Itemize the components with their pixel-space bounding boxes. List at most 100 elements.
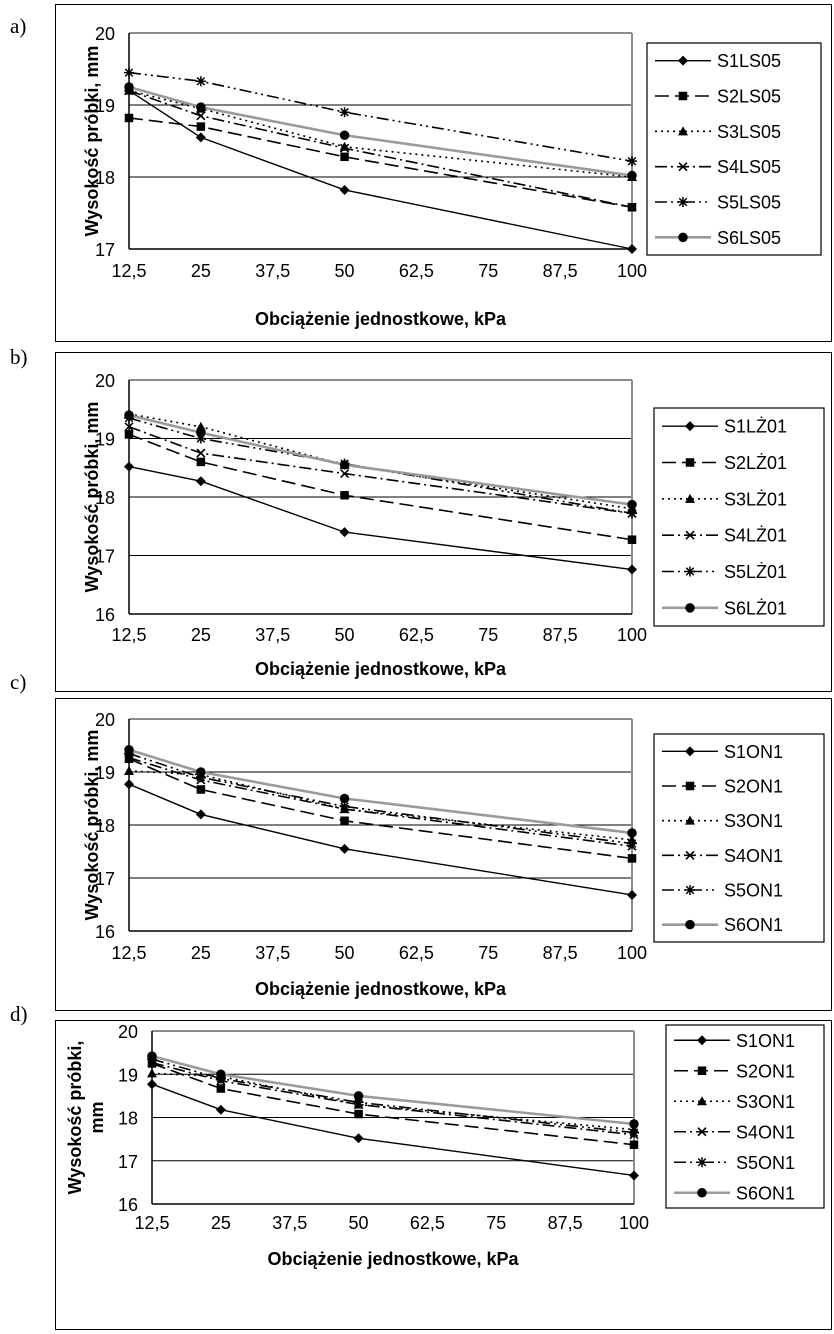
- data-point: [627, 202, 637, 212]
- x-tick-label: 50: [349, 1213, 369, 1233]
- series-line: [128, 783, 633, 896]
- x-tick-label: 75: [478, 625, 498, 645]
- x-axis-label: Obciążenie jednostkowe, kPa: [255, 309, 507, 329]
- chart-panel-d: 16 17 18 19 20 12,5 25 37,5 50 62,5 75 87,5 100 Obcią…: [55, 1020, 832, 1330]
- data-point: [195, 476, 206, 487]
- data-point: [124, 113, 134, 123]
- data-point: [629, 1140, 639, 1149]
- legend-marker: [697, 1188, 707, 1198]
- legend-marker: [678, 197, 688, 207]
- legend-label: S1LŻ01: [724, 417, 787, 437]
- y-tick-label: 18: [95, 168, 115, 188]
- series-4: [124, 86, 637, 212]
- x-tick-label: 50: [335, 261, 355, 281]
- series-line: [128, 117, 633, 209]
- series-line: [128, 90, 633, 250]
- series-6: [147, 1051, 639, 1129]
- data-point: [627, 535, 637, 544]
- y-tick-label: 20: [95, 710, 115, 730]
- data-point: [340, 152, 349, 162]
- series-line: [151, 1058, 635, 1134]
- data-point: [627, 170, 637, 181]
- legend-label: S6ON1: [736, 1183, 795, 1203]
- series-line: [128, 758, 633, 860]
- data-point: [124, 82, 134, 92]
- x-tick-label: 62,5: [399, 943, 434, 963]
- x-tick-label: 25: [191, 261, 211, 281]
- x-tick-label: 87,5: [543, 943, 578, 963]
- series-1: [147, 1079, 639, 1181]
- legend-label: S6LS05: [717, 228, 781, 248]
- series-line: [128, 89, 633, 178]
- data-point: [196, 457, 206, 467]
- data-point: [196, 122, 206, 131]
- data-point: [339, 184, 350, 195]
- y-tick-label: 16: [118, 1195, 138, 1215]
- data-point: [195, 421, 206, 431]
- legend-marker: [685, 919, 695, 930]
- x-tick-label: 100: [617, 943, 647, 963]
- legend-marker: [685, 885, 695, 895]
- y-axis-label: Wysokość próbki,: [65, 1041, 85, 1195]
- data-point: [340, 469, 350, 479]
- series-1: [124, 779, 637, 900]
- y-tick-label: 17: [95, 869, 115, 889]
- x-tick-label: 87,5: [543, 261, 578, 281]
- legend-marker: [678, 55, 688, 66]
- data-point: [124, 422, 134, 432]
- series-line: [128, 71, 633, 162]
- x-tick-label: 37,5: [255, 943, 290, 963]
- legend-marker: [685, 458, 695, 467]
- legend-marker: [678, 232, 688, 243]
- legend-label: S4LŻ01: [724, 526, 787, 546]
- line-chart-b: 16 17 18 19 20 12,5 25 37,5 50 62,5 75 87,5 100 Obcią…: [82, 371, 825, 679]
- series-line: [128, 413, 633, 506]
- y-axis-label: Wysokość próbki, mm: [82, 402, 102, 593]
- y-tick-label: 18: [118, 1109, 138, 1129]
- x-tick-label: 12,5: [134, 1213, 169, 1233]
- x-tick-label: 75: [478, 943, 498, 963]
- legend-label: S5ON1: [724, 881, 783, 901]
- legend-marker: [685, 815, 695, 825]
- y-tick-label: 19: [95, 96, 115, 116]
- legend-box: [653, 407, 825, 627]
- x-tick-label: 25: [191, 943, 211, 963]
- data-point: [339, 793, 350, 804]
- data-point: [147, 1051, 157, 1061]
- data-point: [339, 130, 350, 140]
- data-point: [627, 156, 637, 167]
- legend-label: S3ON1: [724, 811, 783, 831]
- data-point: [353, 1133, 364, 1144]
- legend-marker: [685, 746, 695, 757]
- x-tick-label: 75: [478, 261, 498, 281]
- legend-label: S2ON1: [724, 777, 783, 797]
- series-6: [124, 82, 637, 181]
- data-point: [196, 102, 206, 112]
- y-tick-label: 18: [95, 488, 115, 508]
- data-point: [627, 838, 637, 849]
- legend-label: S3ON1: [736, 1092, 795, 1112]
- legend-label: S6LŻ01: [724, 598, 787, 618]
- series-line: [151, 1083, 635, 1177]
- x-tick-label: 87,5: [548, 1213, 583, 1233]
- data-point: [124, 410, 134, 420]
- legend-marker: [685, 493, 695, 503]
- legend-marker: [697, 1096, 707, 1106]
- data-point: [339, 527, 350, 538]
- x-tick-label: 37,5: [255, 261, 290, 281]
- data-point: [339, 801, 350, 812]
- x-tick-label: 62,5: [399, 261, 434, 281]
- data-point: [340, 816, 349, 826]
- y-axis-label: mm: [87, 1101, 107, 1133]
- y-tick-label: 16: [95, 605, 115, 625]
- data-point: [196, 767, 206, 777]
- x-tick-label: 50: [335, 943, 355, 963]
- x-tick-label: 87,5: [543, 625, 578, 645]
- x-tick-label: 37,5: [255, 625, 290, 645]
- legend-label: S2ON1: [736, 1061, 795, 1081]
- panel-letter-a: a): [10, 14, 27, 38]
- series-line: [128, 89, 633, 209]
- series-5: [124, 67, 637, 167]
- series-line: [128, 413, 633, 510]
- y-tick-label: 17: [95, 240, 115, 260]
